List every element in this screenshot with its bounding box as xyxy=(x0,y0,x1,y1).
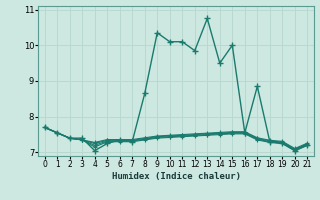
X-axis label: Humidex (Indice chaleur): Humidex (Indice chaleur) xyxy=(111,172,241,181)
